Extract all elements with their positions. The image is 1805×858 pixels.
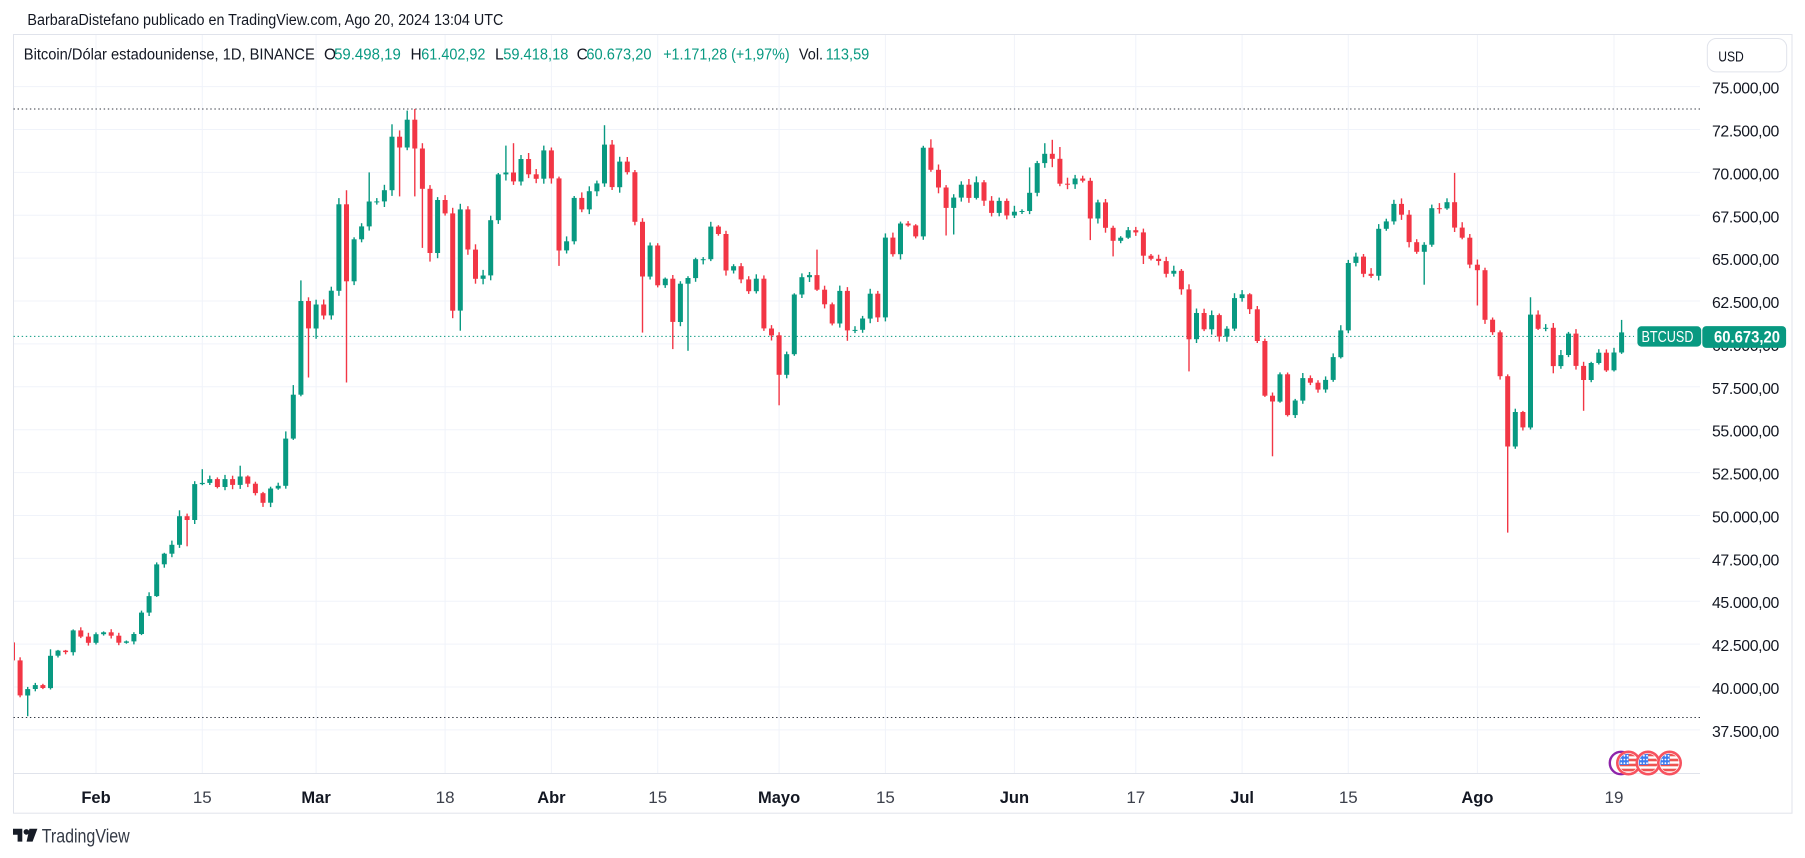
svg-text:62.500,00: 62.500,00: [1712, 295, 1779, 312]
svg-text:Mayo: Mayo: [758, 789, 800, 807]
svg-text:15: 15: [648, 788, 667, 807]
svg-text:19: 19: [1605, 788, 1624, 807]
svg-text:17: 17: [1126, 788, 1145, 807]
svg-text:Jul: Jul: [1230, 789, 1254, 807]
svg-text:Mar: Mar: [301, 789, 331, 807]
svg-text:47.500,00: 47.500,00: [1712, 552, 1779, 569]
svg-text:61.402,92: 61.402,92: [421, 47, 485, 64]
svg-text:52.500,00: 52.500,00: [1712, 467, 1779, 484]
svg-text:Feb: Feb: [81, 789, 110, 807]
svg-text:45.000,00: 45.000,00: [1712, 595, 1779, 612]
svg-text:75.000,00: 75.000,00: [1712, 81, 1779, 98]
svg-text:72.500,00: 72.500,00: [1712, 124, 1779, 141]
svg-text:15: 15: [876, 788, 895, 807]
svg-text:37.500,00: 37.500,00: [1712, 724, 1779, 741]
svg-text:Vol.: Vol.: [799, 47, 823, 64]
svg-text:L: L: [495, 47, 504, 64]
svg-text:15: 15: [1339, 788, 1358, 807]
svg-text:Bitcoin/Dólar estadounidense,: Bitcoin/Dólar estadounidense, 1D, BINANC…: [24, 47, 315, 64]
svg-text:59.498,19: 59.498,19: [334, 47, 401, 64]
svg-text:42.500,00: 42.500,00: [1712, 638, 1779, 655]
svg-text:59.418,18: 59.418,18: [503, 47, 568, 64]
svg-text:50.000,00: 50.000,00: [1712, 510, 1779, 527]
svg-text:60.673,20: 60.673,20: [586, 47, 651, 64]
svg-text:BarbaraDistefano publicado en: BarbaraDistefano publicado en TradingVie…: [27, 12, 503, 29]
svg-text:Abr: Abr: [537, 789, 566, 807]
svg-text:H: H: [411, 47, 422, 64]
svg-text:15: 15: [193, 788, 212, 807]
svg-text:USD: USD: [1718, 49, 1744, 65]
svg-text:60.673,20: 60.673,20: [1714, 327, 1780, 346]
svg-text:57.500,00: 57.500,00: [1712, 381, 1779, 398]
svg-text:55.000,00: 55.000,00: [1712, 424, 1779, 441]
svg-text:TradingView: TradingView: [42, 826, 130, 847]
svg-text:18: 18: [436, 788, 455, 807]
svg-text:O: O: [324, 47, 336, 64]
svg-text:+1.171,28 (+1,97%): +1.171,28 (+1,97%): [663, 47, 789, 64]
svg-text:65.000,00: 65.000,00: [1712, 252, 1779, 269]
svg-text:Ago: Ago: [1461, 789, 1493, 807]
svg-text:BTCUSD: BTCUSD: [1642, 329, 1694, 346]
svg-text:Jun: Jun: [1000, 789, 1029, 807]
svg-text:C: C: [577, 47, 588, 64]
svg-text:67.500,00: 67.500,00: [1712, 209, 1779, 226]
svg-text:113,59: 113,59: [826, 47, 870, 64]
svg-text:40.000,00: 40.000,00: [1712, 681, 1779, 698]
svg-text:70.000,00: 70.000,00: [1712, 166, 1779, 183]
